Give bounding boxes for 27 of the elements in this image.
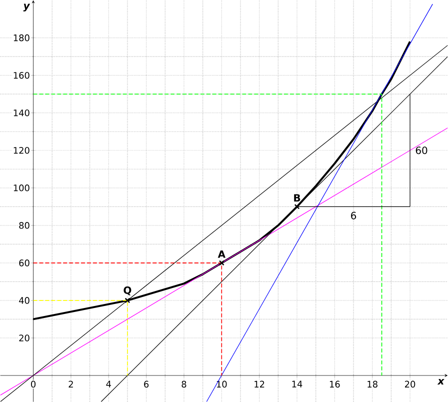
y-axis-title: y — [23, 4, 30, 12]
y-tick-label: 160 — [14, 72, 30, 79]
x-tick-label: 18 — [368, 380, 378, 388]
x-axis-title: x — [437, 378, 444, 384]
x-tick-label: 10 — [216, 380, 227, 388]
x-tick-label: 16 — [330, 380, 340, 388]
x-tick-label: 0 — [31, 380, 36, 388]
annotation: 6 — [351, 212, 356, 220]
y-tick-label: 120 — [14, 146, 30, 154]
annotation: B — [294, 194, 300, 202]
x-tick-label: 8 — [182, 380, 186, 388]
annotation: Q — [124, 286, 132, 296]
y-tick-label: 100 — [14, 184, 30, 192]
x-tick-label: 14 — [292, 380, 302, 388]
x-tick-label: 20 — [404, 380, 416, 388]
y-tick-label: 20 — [19, 334, 30, 342]
x-tick-label: 2 — [68, 380, 73, 388]
y-tick-label: 180 — [14, 34, 30, 42]
annotation: A — [218, 250, 226, 258]
y-tick-label: 60 — [19, 260, 30, 266]
y-tick-label: 140 — [14, 109, 30, 116]
y-tick-label: 80 — [19, 222, 30, 229]
annotation: 60 — [416, 146, 428, 154]
x-tick-label: 12 — [254, 380, 264, 388]
x-tick-label: 4 — [106, 380, 111, 388]
x-tick-label: 6 — [144, 380, 149, 388]
y-tick-label: 40 — [19, 297, 30, 304]
